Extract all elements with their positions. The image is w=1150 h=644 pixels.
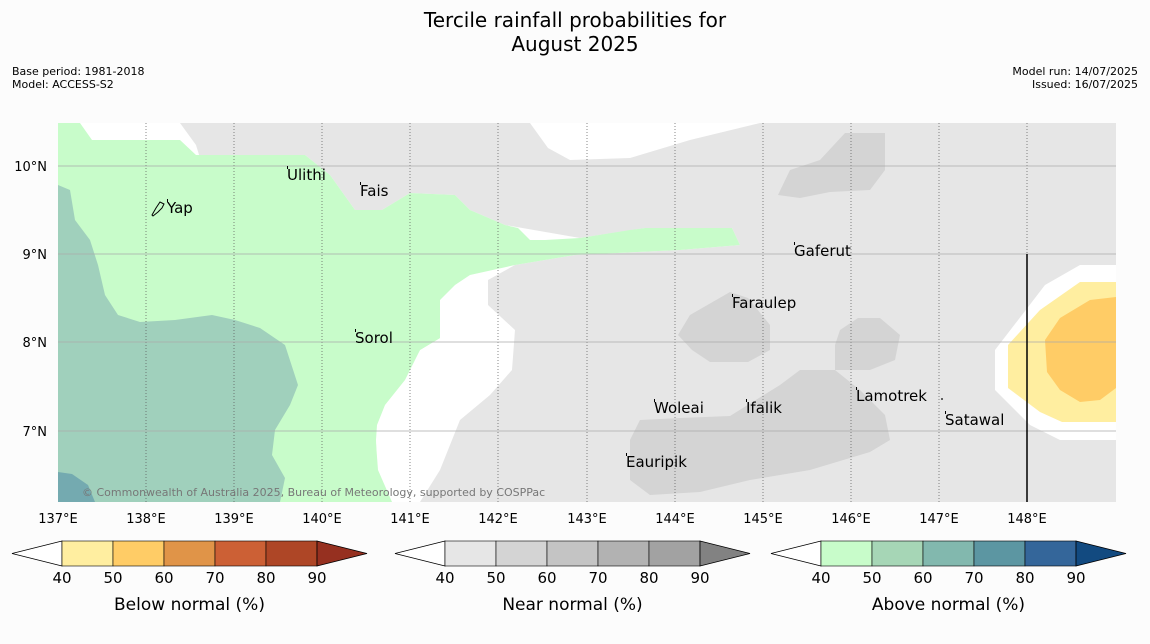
colorbar-tick-label: 50 [862, 569, 881, 587]
colorbar-tick-label: 60 [537, 569, 556, 587]
place-label: Yap [166, 199, 193, 217]
colorbar-swatch [973, 540, 1026, 567]
colorbar-swatch [871, 540, 924, 567]
colorbar-tick-label: 70 [588, 569, 607, 587]
lon-tick-label: 145°E [743, 512, 783, 527]
colorbar-label: Near normal (%) [502, 595, 642, 615]
colorbar-tick-label: 80 [256, 569, 275, 587]
map-gridlines [58, 123, 1116, 502]
colorbar-tick-label: 80 [1015, 569, 1034, 587]
lat-tick-label: 10°N [14, 160, 47, 175]
green-land-fill [320, 210, 466, 502]
above-normal-region-deep [58, 185, 298, 502]
lon-tick-label: 147°E [919, 512, 959, 527]
lon-tick-label: 148°E [1007, 512, 1047, 527]
chart-title: Tercile rainfall probabilities for Augus… [0, 8, 1150, 56]
above-normal-region-darker [58, 472, 95, 502]
colorbar-tick-label: 60 [154, 569, 173, 587]
lon-tick-label: 140°E [302, 512, 342, 527]
colorbar-swatch [61, 540, 114, 567]
near-normal-region-center [678, 292, 770, 362]
colorbars: 40 50 60 70 80 90 Below normal (%) 40 50 60 70 80 90… [11, 540, 1127, 615]
lon-tick-label: 139°E [214, 512, 254, 527]
colorbar-tick-label: 40 [52, 569, 71, 587]
lat-tick-label: 8°N [23, 336, 48, 351]
colorbar: 40 50 60 70 80 90 Above normal (%) [770, 540, 1127, 615]
yap-island [151, 201, 165, 217]
lat-tick-label: 9°N [23, 248, 48, 263]
colorbar-extend-low [11, 540, 63, 567]
place-label: Ifalik [746, 399, 782, 417]
meta-left: Base period: 1981-2018 Model: ACCESS-S2 [12, 65, 144, 91]
colorbar-swatch [112, 540, 165, 567]
model-name: Model: ACCESS-S2 [12, 78, 114, 91]
map-plot-area: Ulithi Fais Yap Gaferut Faraulep Sorol Lamotre… [58, 123, 1116, 502]
colorbar-label: Above normal (%) [872, 595, 1025, 615]
meta-right: Model run: 14/07/2025 Issued: 16/07/2025 [1012, 65, 1138, 91]
colorbar-extend-high [699, 540, 751, 567]
model-run: Model run: 14/07/2025 [1012, 65, 1138, 78]
colorbar-tick-label: 40 [435, 569, 454, 587]
place-label: Gaferut [794, 242, 851, 260]
colorbar-swatch [214, 540, 267, 567]
colorbar-tick-label: 90 [690, 569, 709, 587]
place-label: Lamotrek [856, 387, 927, 405]
place-label: Fais [360, 182, 389, 200]
colorbar-swatch [648, 540, 701, 567]
colorbar-swatch [444, 540, 497, 567]
base-period: Base period: 1981-2018 [12, 65, 145, 78]
colorbar-swatch [922, 540, 975, 567]
colorbar-tick-label: 50 [486, 569, 505, 587]
near-normal-region-south [630, 370, 890, 495]
lon-tick-label: 142°E [478, 512, 518, 527]
lon-tick-label: 146°E [831, 512, 871, 527]
colorbar-swatch [820, 540, 873, 567]
colorbar-extend-low [770, 540, 822, 567]
title-line-1: Tercile rainfall probabilities for [423, 8, 727, 32]
lon-tick-label: 141°E [390, 512, 430, 527]
title-line-2: August 2025 [511, 32, 639, 56]
colorbar-tick-label: 80 [639, 569, 658, 587]
place-label: Woleai [654, 399, 704, 417]
map-axes: 137°E 138°E 139°E 140°E 141°E 142°E 143°E 144°E… [14, 160, 1047, 527]
colorbar-swatch [546, 540, 599, 567]
near-normal-region-ne [778, 133, 885, 198]
colorbar-swatch [163, 540, 216, 567]
colorbar-extend-high [316, 540, 368, 567]
colorbar-extend-high [1075, 540, 1127, 567]
lon-tick-label: 137°E [38, 512, 78, 527]
colorbar: 40 50 60 70 80 90 Below normal (%) [11, 540, 368, 615]
colorbar-tick-label: 60 [913, 569, 932, 587]
place-labels: Ulithi Fais Yap Gaferut Faraulep Sorol Lamotre… [166, 166, 1004, 471]
colorbar-swatch [265, 540, 318, 567]
place-label: Sorol [355, 329, 393, 347]
colorbar: 40 50 60 70 80 90 Near normal (%) [394, 540, 751, 615]
place-label: Eauripik [626, 453, 687, 471]
colorbar-swatch [1024, 540, 1077, 567]
copyright-text: © Commonwealth of Australia 2025, Bureau… [82, 486, 545, 499]
colorbar-label: Below normal (%) [114, 595, 265, 615]
below-normal-region-inner [1045, 297, 1116, 402]
place-label: Faraulep [732, 294, 796, 312]
near-normal-region-north [180, 123, 1116, 502]
island-dot [941, 398, 943, 400]
colorbar-swatch [495, 540, 548, 567]
issued-date: Issued: 16/07/2025 [1031, 78, 1138, 91]
colorbar-tick-label: 70 [964, 569, 983, 587]
lat-tick-label: 7°N [23, 425, 48, 440]
colorbar-tick-label: 40 [811, 569, 830, 587]
lon-tick-label: 138°E [126, 512, 166, 527]
lon-tick-label: 143°E [567, 512, 607, 527]
colorbar-extend-low [394, 540, 446, 567]
colorbar-tick-label: 70 [205, 569, 224, 587]
place-label: Satawal [945, 411, 1004, 429]
place-label: Ulithi [287, 166, 326, 184]
colorbar-swatch [597, 540, 650, 567]
lon-tick-label: 144°E [655, 512, 695, 527]
colorbar-tick-label: 50 [103, 569, 122, 587]
colorbar-tick-label: 90 [307, 569, 326, 587]
colorbar-tick-label: 90 [1066, 569, 1085, 587]
